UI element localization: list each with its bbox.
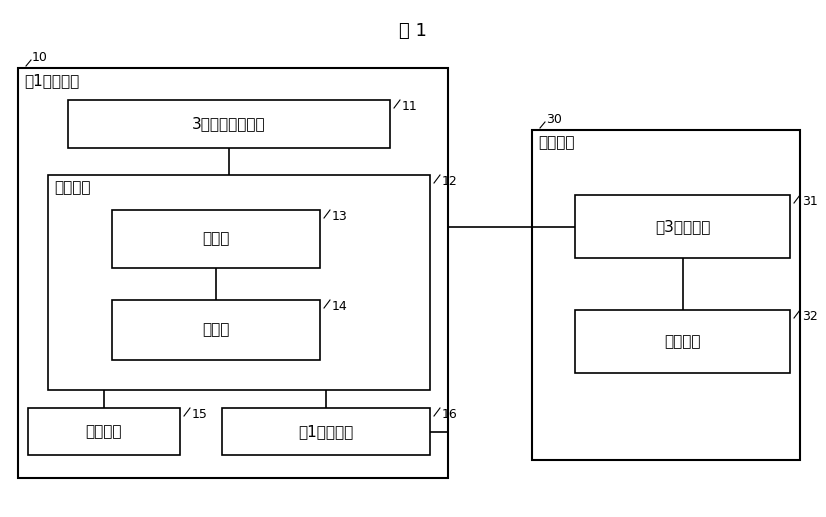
Text: 第3通信装置: 第3通信装置 (655, 219, 710, 234)
Text: 32: 32 (802, 310, 818, 323)
Text: 制御装置: 制御装置 (54, 180, 91, 195)
Bar (112, 300, 320, 360)
Text: 受信装置: 受信装置 (538, 135, 575, 150)
Bar (112, 210, 320, 268)
Text: 通知装置: 通知装置 (664, 334, 700, 349)
Bar (68, 100, 390, 148)
Text: 3軸加速度センサ: 3軸加速度センサ (192, 116, 266, 131)
Text: 記憶装置: 記憶装置 (86, 424, 122, 439)
Bar (48, 175, 430, 390)
Text: 11: 11 (402, 100, 418, 113)
Bar (28, 408, 180, 455)
Bar (18, 68, 448, 478)
Text: 15: 15 (192, 408, 208, 421)
Text: 30: 30 (546, 113, 562, 126)
Bar (575, 195, 790, 258)
Text: 通知部: 通知部 (202, 323, 230, 338)
Bar (575, 310, 790, 373)
Text: 判定部: 判定部 (202, 232, 230, 247)
Text: 10: 10 (32, 51, 48, 64)
Bar (222, 408, 430, 455)
Text: 12: 12 (442, 175, 458, 188)
Text: 図 1: 図 1 (399, 22, 427, 40)
Text: 16: 16 (442, 408, 458, 421)
Text: 13: 13 (332, 210, 348, 223)
Text: 第1検出装置: 第1検出装置 (24, 73, 79, 88)
Text: 第1通信装置: 第1通信装置 (298, 424, 354, 439)
Text: 14: 14 (332, 300, 348, 313)
Bar (532, 130, 800, 460)
Text: 31: 31 (802, 195, 818, 208)
